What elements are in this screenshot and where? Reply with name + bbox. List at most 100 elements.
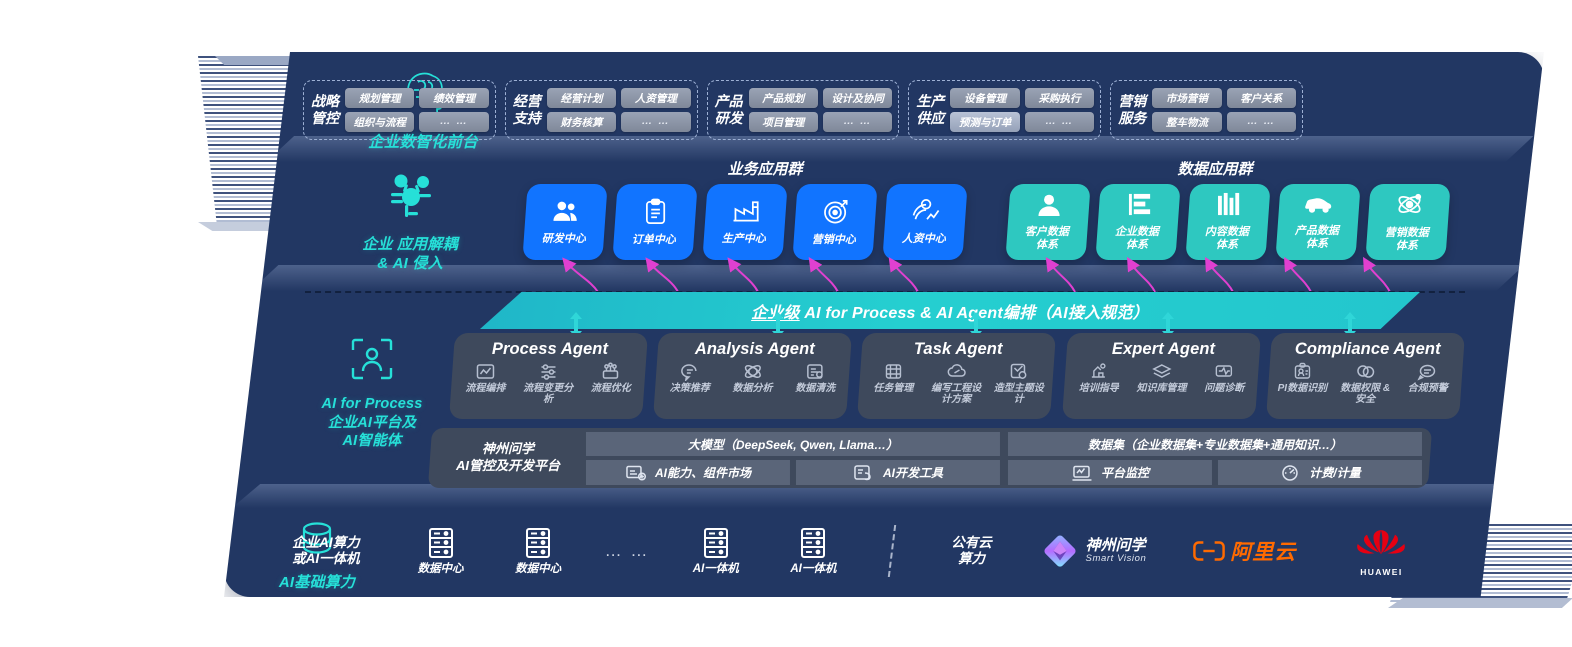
- tag[interactable]: 整车物流: [1152, 112, 1222, 132]
- infra-data-center-1[interactable]: 数据中心: [392, 526, 490, 577]
- data-card-marketing[interactable]: 营销数据 体系: [1365, 184, 1451, 260]
- tag[interactable]: 人资管理: [621, 88, 691, 108]
- group-title: 战略 管控: [311, 93, 339, 126]
- data-card-enterprise[interactable]: 企业数据 体系: [1095, 184, 1181, 260]
- agent-feature[interactable]: PI数据识别: [1272, 362, 1332, 405]
- agent-card-process[interactable]: Process Agent 流程编排 流程变更分析 流程优化: [448, 333, 649, 419]
- tag-ellipsis[interactable]: … …: [621, 112, 691, 132]
- tag-ellipsis[interactable]: … …: [1024, 112, 1095, 132]
- agent-card-compliance[interactable]: Compliance Agent PI数据识别 数据权限 & 安全 合规预警: [1265, 333, 1466, 419]
- infra-ai-appliance-2[interactable]: AI一体机: [765, 526, 863, 577]
- governance-group-rd[interactable]: 产品 研发 产品规划 设计及协同 项目管理 … …: [706, 80, 900, 140]
- infra-label: 企业AI算力 或AI一体机: [292, 534, 360, 566]
- dataset-label[interactable]: 数据集（企业数据集+专业数据集+通用知识…）: [1008, 431, 1422, 456]
- decision-bubble-icon: [681, 364, 697, 381]
- platform-cell-label: 计费/计量: [1309, 465, 1361, 480]
- alert-doc-icon: [1417, 364, 1436, 381]
- governance-group-production[interactable]: 生产 供应 设备管理 采购执行 预测与订单 … …: [908, 80, 1102, 140]
- governance-group-operations[interactable]: 经营 支持 经营计划 人资管理 财务核算 … …: [504, 80, 698, 140]
- platform-cell-label: AI开发工具: [882, 465, 943, 480]
- agent-feature[interactable]: 数据分析: [723, 362, 783, 394]
- agent-feature[interactable]: 编写工程设计方案: [927, 362, 987, 405]
- agent-name: Compliance Agent: [1294, 340, 1441, 358]
- tag[interactable]: 设计及协同: [822, 88, 893, 108]
- group-title: 产品 研发: [714, 93, 743, 126]
- group-tags: 经营计划 人资管理 财务核算 … …: [546, 88, 691, 132]
- infra-aliyun-logo[interactable]: 阿里云: [1167, 536, 1323, 566]
- agent-feature[interactable]: 决策推荐: [660, 362, 720, 394]
- tag[interactable]: 财务核算: [546, 112, 617, 132]
- tag[interactable]: 设备管理: [950, 88, 1020, 108]
- tag[interactable]: 组织与流程: [345, 112, 415, 132]
- tag[interactable]: 项目管理: [748, 112, 818, 132]
- platform-cell-billing[interactable]: 计费/计量: [1218, 459, 1422, 485]
- agent-feature[interactable]: 流程变更分析: [518, 362, 578, 405]
- tag[interactable]: 经营计划: [546, 88, 617, 108]
- platform-cell-devtool[interactable]: AI开发工具: [796, 459, 1000, 485]
- banner-underline: 企业级: [751, 304, 800, 322]
- data-card-label: 营销数据 体系: [1384, 226, 1429, 252]
- large-model-label[interactable]: 大模型（DeepSeek, Qwen, Llama…）: [586, 431, 1000, 456]
- platform-cell-monitor[interactable]: 平台监控: [1008, 459, 1212, 485]
- platform-cell-market[interactable]: AI能力、组件市场: [586, 459, 790, 485]
- agent-feature[interactable]: 问题诊断: [1194, 362, 1254, 394]
- server-icon: [428, 527, 453, 558]
- platform-right-cells: 平台监控 计费/计量: [1008, 459, 1422, 485]
- infra-ai-appliance-1[interactable]: AI一体机: [667, 526, 765, 577]
- agent-feature[interactable]: 造型主题设计: [989, 362, 1049, 405]
- agent-cards: Process Agent 流程编排 流程变更分析 流程优化 Analysis …: [448, 333, 1466, 419]
- agent-name: Analysis Agent: [694, 340, 815, 358]
- app-card-marketing[interactable]: 营销中心: [792, 184, 878, 260]
- app-card-rd[interactable]: 研发中心: [522, 184, 608, 260]
- tag[interactable]: 产品规划: [748, 88, 818, 108]
- agent-feature[interactable]: 数据清洗: [786, 362, 846, 394]
- rail-label: AI for Process 企业AI平台及 AI智能体: [321, 396, 423, 450]
- tag[interactable]: 规划管理: [345, 88, 415, 108]
- tag-ellipsis[interactable]: … …: [822, 112, 893, 132]
- infra-huawei-logo[interactable]: HUAWEI: [1323, 526, 1440, 577]
- task-net-icon: [886, 364, 902, 379]
- agent-name: Task Agent: [914, 340, 1004, 358]
- infra-label: AI一体机: [692, 562, 739, 575]
- infra-data-center-2[interactable]: 数据中心: [489, 526, 587, 577]
- rail-ai-compute: AI基础算力: [222, 518, 412, 592]
- app-card-production[interactable]: 生产中心: [702, 184, 788, 260]
- cloud-write-icon: [947, 364, 966, 377]
- agent-feature[interactable]: 数据权限 & 安全: [1335, 362, 1395, 405]
- agent-feature[interactable]: 知识库管理: [1131, 362, 1191, 394]
- agent-feature[interactable]: 流程编排: [455, 362, 515, 405]
- car-icon: [1304, 194, 1334, 221]
- agent-card-analysis[interactable]: Analysis Agent 决策推荐 数据分析 数据清洗: [653, 333, 853, 419]
- app-card-order[interactable]: 订单中心: [612, 184, 698, 260]
- agent-feature[interactable]: 合规预警: [1398, 362, 1458, 405]
- data-card-customer[interactable]: 客户数据 体系: [1005, 184, 1091, 260]
- tag[interactable]: 预测与订单: [950, 112, 1020, 132]
- governance-group-strategy[interactable]: 战略 管控 规划管理 绩效管理 组织与流程 … …: [303, 80, 496, 140]
- tag[interactable]: 市场营销: [1152, 88, 1222, 108]
- feature-label: 数据权限 & 安全: [1339, 383, 1390, 405]
- group-tags: 市场营销 客户关系 整车物流 … …: [1152, 88, 1296, 132]
- group-title: 营销 服务: [1118, 93, 1147, 126]
- agent-feature[interactable]: 培训指导: [1068, 362, 1128, 394]
- data-card-label: 产品数据 体系: [1294, 224, 1339, 250]
- data-card-product[interactable]: 产品数据 体系: [1275, 184, 1361, 260]
- tag-ellipsis[interactable]: … …: [419, 112, 489, 132]
- clipboard-icon: [644, 198, 668, 230]
- agent-card-expert[interactable]: Expert Agent 培训指导 知识库管理 问题诊断: [1061, 333, 1261, 419]
- tag-ellipsis[interactable]: … …: [1226, 112, 1296, 132]
- tag[interactable]: 采购执行: [1024, 88, 1095, 108]
- right-wing-bottom-edge: [1388, 598, 1572, 608]
- server-icon: [703, 527, 728, 558]
- agent-feature[interactable]: 流程优化: [581, 362, 641, 405]
- governance-group-marketing[interactable]: 营销 服务 市场营销 客户关系 整车物流 … …: [1110, 80, 1303, 140]
- devtool-icon: [854, 464, 871, 480]
- data-card-content[interactable]: 内容数据 体系: [1185, 184, 1271, 260]
- feature-label: 数据清洗: [795, 383, 836, 394]
- tag[interactable]: 客户关系: [1226, 88, 1296, 108]
- app-card-hr[interactable]: 人资中心: [882, 184, 968, 260]
- agent-feature[interactable]: 任务管理: [864, 362, 924, 405]
- feature-label: 合规预警: [1407, 383, 1448, 394]
- infra-shenzhou-logo[interactable]: 神州问学 Smart Vision: [1020, 532, 1166, 570]
- tag[interactable]: 绩效管理: [419, 88, 489, 108]
- agent-card-task[interactable]: Task Agent 任务管理 编写工程设计方案 造型主题设计: [857, 333, 1057, 419]
